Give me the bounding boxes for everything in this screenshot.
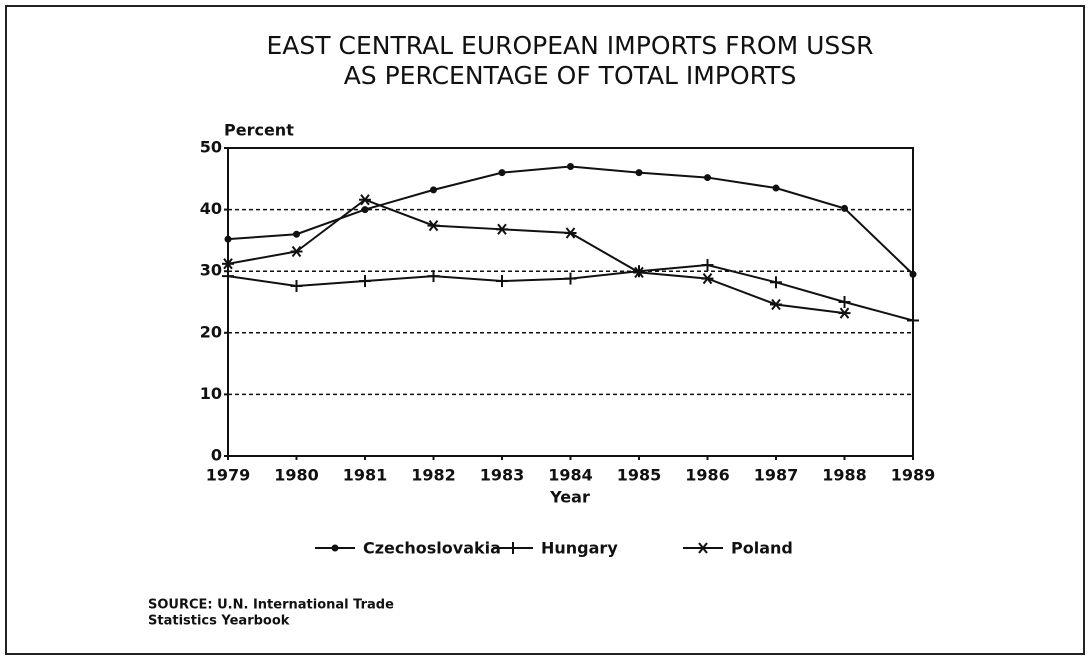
marker-dot bbox=[909, 270, 917, 278]
marker-dot bbox=[293, 230, 300, 238]
marker-dot bbox=[430, 186, 437, 194]
marker-stroke bbox=[839, 307, 850, 319]
marker bbox=[427, 219, 440, 232]
y-tick-label: 50 bbox=[200, 138, 222, 157]
plot-frame bbox=[227, 147, 914, 457]
x-tick-label: 1987 bbox=[754, 466, 799, 485]
marker bbox=[290, 279, 303, 292]
legend-label: Poland bbox=[731, 539, 793, 558]
marker bbox=[496, 223, 508, 235]
marker-stroke bbox=[771, 298, 781, 311]
y-tick-label: 20 bbox=[200, 322, 222, 341]
y-tick-label: 40 bbox=[200, 199, 222, 218]
marker bbox=[498, 169, 506, 177]
marker bbox=[361, 206, 369, 214]
legend-marker bbox=[331, 544, 339, 552]
marker-dot bbox=[331, 544, 339, 552]
marker bbox=[359, 194, 371, 206]
marker-stroke bbox=[702, 272, 713, 285]
source: SOURCE: U.N. International Trade bbox=[148, 598, 394, 613]
marker bbox=[290, 245, 303, 258]
y-tick-label: 30 bbox=[200, 261, 222, 280]
x-tick-label: 1979 bbox=[206, 466, 251, 485]
marker bbox=[907, 314, 919, 327]
marker-dot bbox=[635, 169, 643, 177]
marker-dot bbox=[772, 184, 780, 192]
legend-marker bbox=[507, 542, 519, 554]
marker bbox=[772, 184, 780, 192]
marker bbox=[427, 270, 440, 283]
x-tick-label: 1989 bbox=[891, 466, 936, 485]
marker bbox=[838, 307, 851, 319]
marker-stroke bbox=[565, 227, 576, 239]
y-tick-label: 10 bbox=[200, 384, 222, 403]
marker-stroke bbox=[497, 223, 507, 235]
marker-dot bbox=[224, 235, 232, 243]
marker bbox=[222, 258, 234, 270]
marker-stroke bbox=[223, 258, 233, 270]
x-tick-label: 1986 bbox=[685, 466, 730, 485]
series-line bbox=[227, 165, 914, 276]
marker-dot bbox=[567, 162, 574, 170]
marker-stroke bbox=[428, 219, 439, 232]
marker bbox=[567, 162, 574, 170]
series-line bbox=[227, 198, 845, 315]
marker bbox=[701, 259, 714, 272]
marker-dot bbox=[704, 174, 711, 182]
x-tick-label: 1984 bbox=[548, 466, 593, 485]
marker bbox=[909, 270, 917, 278]
legend-label: Hungary bbox=[541, 539, 618, 558]
x-tick-label: 1982 bbox=[411, 466, 456, 485]
marker bbox=[633, 266, 645, 279]
chart-title: EAST CENTRAL EUROPEAN IMPORTS FROM USSR bbox=[267, 31, 874, 60]
y-tick-label: 0 bbox=[211, 446, 222, 465]
marker bbox=[770, 276, 782, 289]
legend-marker bbox=[697, 542, 709, 554]
marker bbox=[222, 270, 234, 283]
source: Statistics Yearbook bbox=[148, 614, 290, 629]
legend-label: Czechoslovakia bbox=[363, 539, 501, 558]
x-tick-label: 1983 bbox=[480, 466, 525, 485]
marker-stroke bbox=[360, 194, 370, 206]
marker-dot bbox=[361, 206, 369, 214]
marker bbox=[838, 296, 851, 308]
marker bbox=[293, 230, 300, 238]
marker-dot bbox=[841, 204, 848, 212]
y-axis-label: Percent bbox=[224, 121, 294, 140]
marker bbox=[224, 235, 232, 243]
marker bbox=[564, 272, 577, 285]
marker bbox=[496, 275, 508, 288]
marker-dot bbox=[498, 169, 506, 177]
marker-stroke bbox=[698, 542, 708, 554]
marker bbox=[564, 227, 577, 239]
marker-stroke bbox=[634, 266, 644, 279]
marker bbox=[704, 174, 711, 182]
marker bbox=[359, 275, 371, 288]
x-axis-label: Year bbox=[549, 488, 590, 507]
x-tick-label: 1981 bbox=[343, 466, 388, 485]
marker bbox=[770, 298, 782, 311]
marker bbox=[841, 204, 848, 212]
chart-subtitle: AS PERCENTAGE OF TOTAL IMPORTS bbox=[344, 61, 797, 90]
marker bbox=[635, 169, 643, 177]
frame bbox=[5, 5, 1085, 655]
x-tick-label: 1980 bbox=[274, 466, 319, 485]
x-tick-label: 1985 bbox=[617, 466, 662, 485]
x-tick-label: 1988 bbox=[822, 466, 867, 485]
marker bbox=[430, 186, 437, 194]
marker bbox=[701, 272, 714, 285]
marker-stroke bbox=[291, 245, 302, 258]
